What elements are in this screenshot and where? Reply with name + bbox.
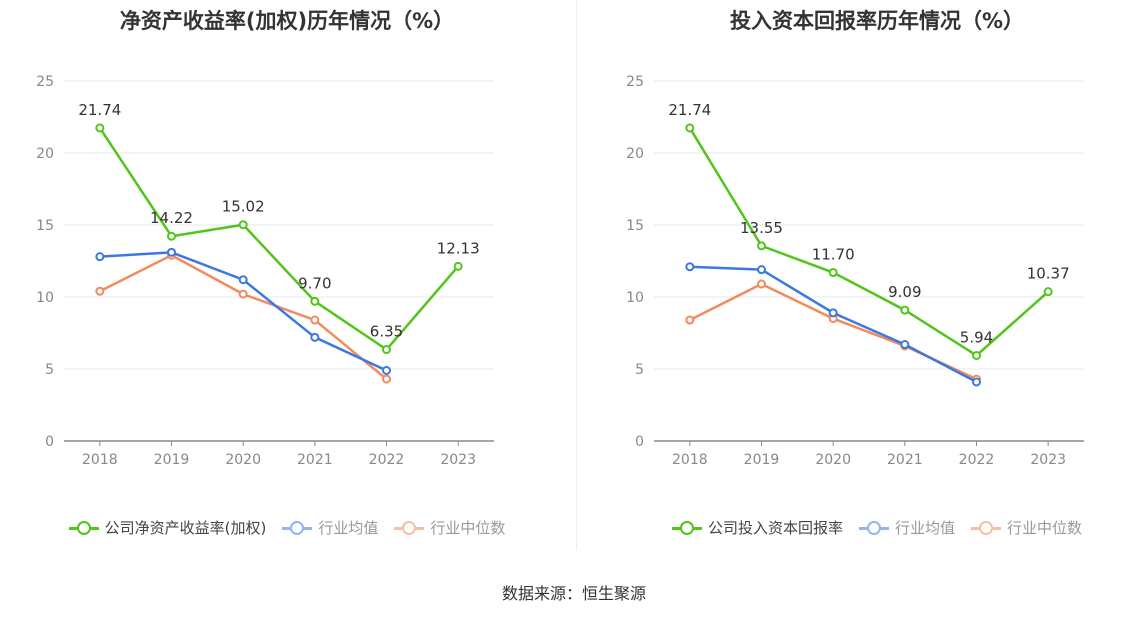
legend-label: 行业均值 [894, 519, 955, 537]
data-point [382, 345, 391, 355]
x-tick-label: 2019 [744, 452, 780, 468]
data-label: 13.55 [740, 219, 783, 237]
legend-orange-line-icon [394, 520, 425, 535]
data-point [757, 279, 766, 289]
y-tick-label: 5 [635, 362, 644, 378]
data-label: 10.37 [1027, 265, 1070, 283]
chart-title: 净资产收益率(加权)历年情况（%） [119, 9, 455, 33]
data-point [900, 340, 910, 350]
legend-orange-line-icon [971, 520, 1001, 535]
series-line [99, 253, 388, 381]
data-point [972, 350, 981, 360]
roe-chart-panel: 净资产收益率(加权)历年情况（%） 0 5 10 15 20 25 2018 2019 2020… [0, 0, 574, 560]
x-tick-label: 2023 [440, 452, 476, 468]
data-point [382, 374, 391, 384]
data-source-label: 数据来源：恒生聚源 [501, 584, 646, 603]
x-tick-label: 2020 [225, 452, 261, 468]
chart-title: 投入资本回报率历年情况（%） [729, 9, 1025, 33]
legend-item-industry-median[interactable]: 行业中位数 [394, 517, 505, 538]
y-tick-label: 20 [36, 146, 54, 162]
data-point [167, 231, 176, 241]
panel-divider [576, 0, 577, 550]
x-tick-label: 2021 [887, 452, 923, 468]
data-point [95, 286, 105, 296]
x-tick-label: 2021 [297, 452, 333, 468]
data-point [757, 241, 766, 251]
data-point [238, 220, 248, 230]
data-point [453, 261, 463, 271]
data-point [1043, 287, 1053, 297]
data-label: 15.02 [222, 198, 265, 216]
data-point [382, 365, 391, 375]
y-tick-label: 25 [626, 74, 644, 90]
legend-label: 行业中位数 [1007, 519, 1083, 537]
chart-legend: 公司净资产收益率(加权) 行业均值 行业中位数 [0, 517, 574, 538]
legend-item-industry-mean[interactable]: 行业均值 [282, 517, 378, 538]
series-line [688, 127, 1049, 358]
roe-line-chart: 0 5 10 15 20 25 2018 2019 2020 2021 2022 2023 21.74 1… [36, 74, 494, 468]
data-point [900, 305, 910, 315]
y-tick-label: 10 [36, 290, 54, 306]
x-tick-label: 2019 [154, 452, 190, 468]
data-label: 5.94 [960, 328, 993, 346]
legend-blue-line-icon [282, 520, 313, 535]
data-label: 14.22 [150, 209, 193, 227]
legend-label: 行业中位数 [430, 519, 506, 537]
data-point [167, 247, 176, 257]
roic-line-chart: 0 5 10 15 20 25 2018 2019 2020 2021 2022 2023 21.74 1… [626, 74, 1084, 468]
y-tick-label: 15 [36, 218, 54, 234]
roic-chart-panel: 投入资本回报率历年情况（%） 0 5 10 15 20 25 2018 2019 2020 202… [590, 0, 1148, 560]
data-point [310, 315, 320, 325]
y-tick-label: 10 [626, 290, 644, 306]
x-tick-label: 2020 [815, 452, 851, 468]
legend-item-company[interactable]: 公司净资产收益率(加权) [68, 517, 267, 538]
data-point [828, 308, 838, 318]
data-label: 9.09 [888, 283, 921, 301]
y-tick-label: 20 [626, 146, 644, 162]
legend-label: 公司净资产收益率(加权) [104, 519, 267, 537]
data-label: 21.74 [668, 101, 711, 119]
y-tick-label: 0 [635, 434, 644, 450]
legend-green-line-icon [671, 520, 702, 535]
series-line [689, 265, 978, 384]
data-point [310, 332, 320, 342]
y-tick-label: 5 [45, 362, 54, 378]
legend-label: 行业均值 [318, 519, 379, 537]
data-point [828, 268, 838, 278]
x-tick-label: 2018 [672, 452, 708, 468]
x-tick-label: 2018 [82, 452, 118, 468]
data-point [238, 289, 248, 299]
data-label: 9.70 [298, 274, 331, 292]
data-label: 6.35 [370, 323, 403, 341]
data-point [95, 252, 105, 262]
y-tick-label: 25 [36, 74, 54, 90]
data-label: 12.13 [437, 239, 480, 257]
data-point [685, 123, 695, 133]
legend-item-industry-median[interactable]: 行业中位数 [971, 517, 1082, 538]
data-point [972, 377, 981, 387]
x-tick-label: 2023 [1030, 452, 1066, 468]
chart-legend: 公司投入资本回报率 行业均值 行业中位数 [590, 517, 1148, 538]
y-tick-label: 15 [626, 218, 644, 234]
y-tick-label: 0 [45, 434, 54, 450]
legend-green-line-icon [68, 520, 99, 535]
data-label: 21.74 [78, 101, 121, 119]
x-tick-label: 2022 [959, 452, 995, 468]
data-point [685, 315, 695, 325]
legend-blue-line-icon [858, 520, 889, 535]
series-line [98, 127, 460, 352]
data-label: 11.70 [812, 246, 855, 264]
series-line [689, 282, 978, 381]
x-tick-label: 2022 [369, 452, 405, 468]
data-point [95, 123, 105, 133]
data-point [757, 265, 766, 275]
legend-item-industry-mean[interactable]: 行业均值 [858, 517, 955, 538]
legend-label: 公司投入资本回报率 [707, 519, 843, 537]
data-point [238, 275, 248, 285]
legend-item-company[interactable]: 公司投入资本回报率 [671, 517, 843, 538]
data-point [310, 296, 320, 306]
data-point [685, 262, 695, 272]
